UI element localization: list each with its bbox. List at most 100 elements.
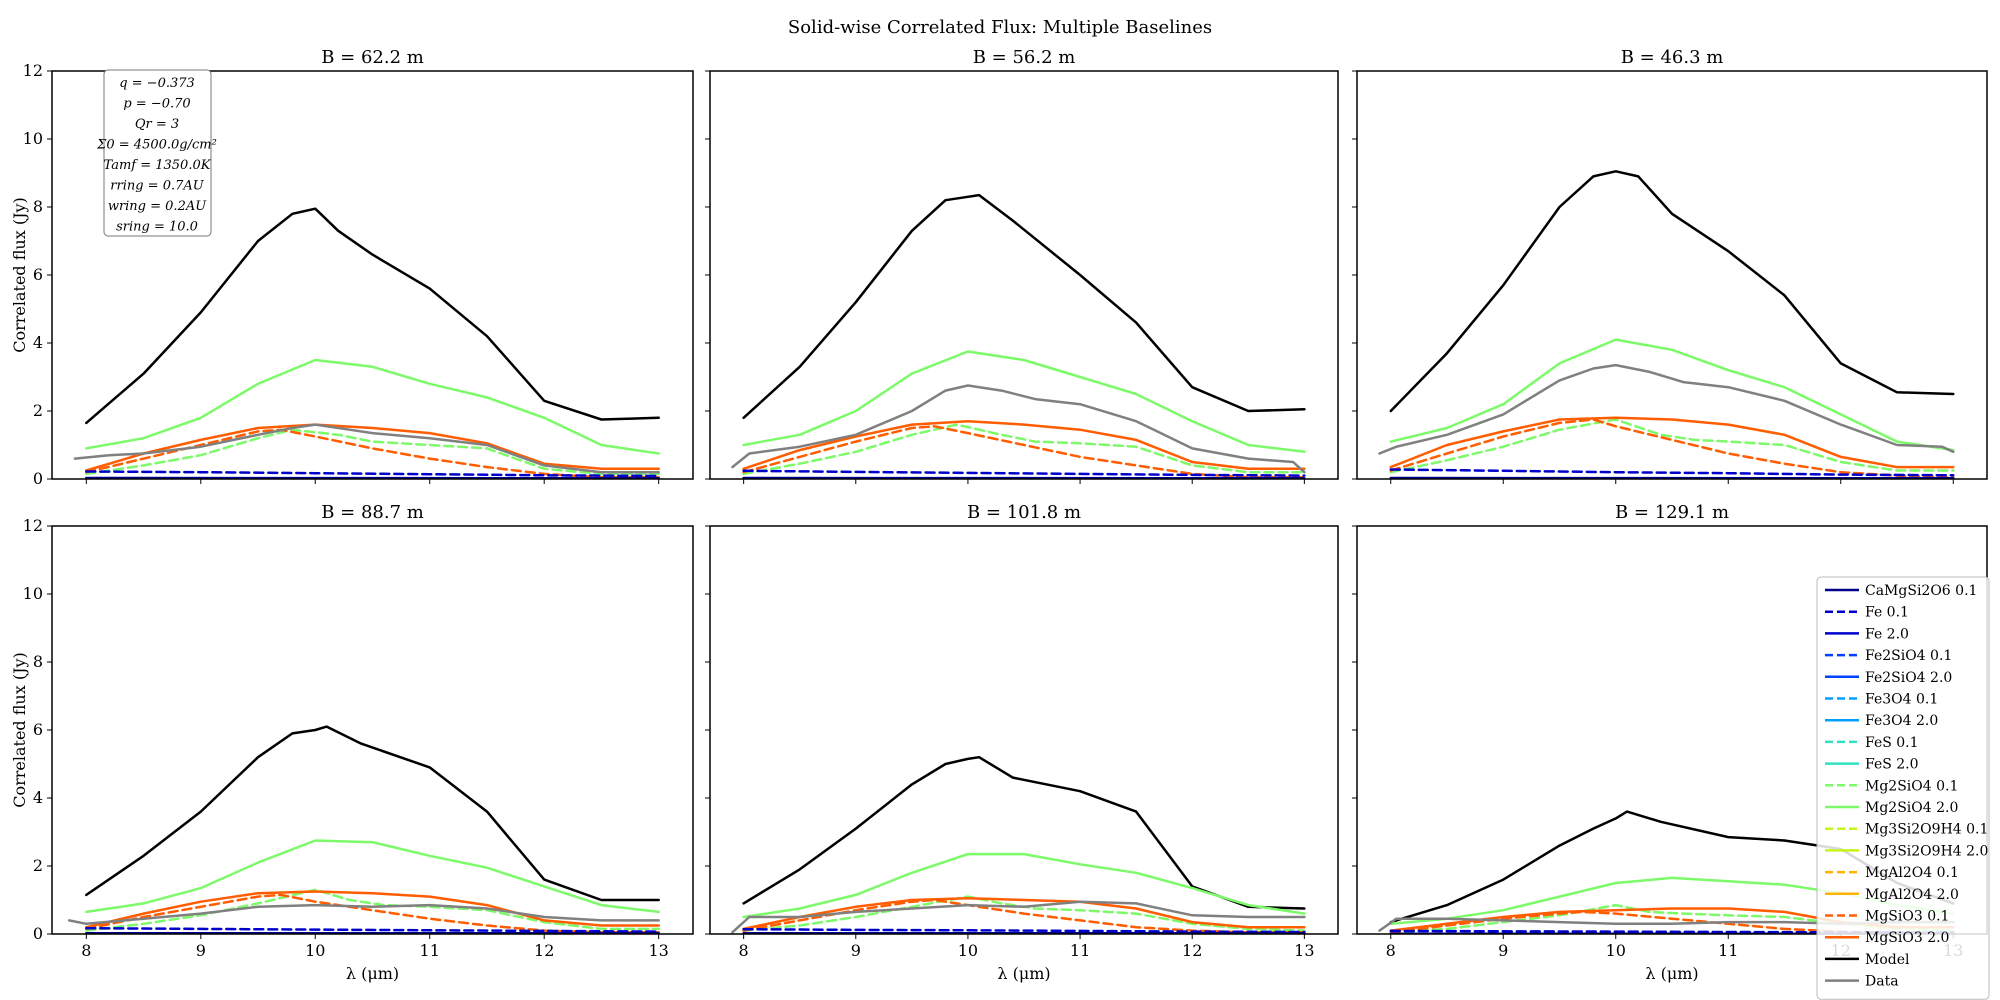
parameter-line: Tamf = 1350.0K [104, 158, 212, 173]
legend-label: FeS 0.1 [1865, 735, 1919, 751]
panel-2: B = 56.2 m [705, 47, 1339, 484]
series-line-model [85, 725, 660, 902]
legend-label: Mg3Si2O9H4 2.0 [1865, 843, 1988, 859]
y-tick-label: 10 [23, 129, 43, 148]
panel-5: B = 101.8 m 8 9 10 11 12 13 λ (μm) [705, 502, 1339, 983]
series-line-mg2sio4-0-1 [85, 428, 660, 476]
x-axis-label: λ (μm) [346, 964, 399, 983]
x-axis-label: λ (μm) [997, 964, 1050, 983]
legend-label: FeS 2.0 [1865, 757, 1919, 773]
x-tick-label: 11 [420, 941, 440, 960]
parameters-box: q = −0.373 p = −0.70 Qr = 3 Σ0 = 4500.0g/cm… [96, 69, 217, 237]
series-line-fe-0-1 [742, 469, 1306, 477]
parameter-line: sring = 10.0 [116, 220, 198, 235]
y-tick-label: 8 [33, 652, 43, 671]
series-line-mgsio3-0-1 [1389, 418, 1955, 479]
legend-label: Fe2SiO4 0.1 [1865, 648, 1952, 664]
x-tick-label: 11 [1718, 941, 1738, 960]
y-tick-label: 6 [33, 720, 43, 739]
series-line-mg2sio4-2-0 [85, 358, 660, 455]
parameter-line: Σ0 = 4500.0g/cm² [96, 138, 217, 153]
series-line-fe-0-1 [742, 927, 1306, 934]
y-tick-label: 0 [33, 924, 43, 943]
y-tick-label: 12 [23, 61, 43, 80]
y-axis-label: Correlated flux (Jy) [10, 197, 29, 353]
x-tick-label: 13 [1294, 941, 1314, 960]
panel-title: B = 101.8 m [967, 502, 1081, 523]
parameter-line: p = −0.70 [123, 97, 190, 112]
x-tick-label: 10 [305, 941, 325, 960]
legend-label: MgSiO3 0.1 [1865, 909, 1949, 925]
legend-label: Fe3O4 0.1 [1865, 692, 1938, 708]
legend-label: CaMgSi2O6 0.1 [1865, 583, 1977, 599]
y-tick-label: 4 [33, 788, 43, 807]
parameter-line: wring = 0.2AU [108, 199, 207, 214]
legend-label: Fe 2.0 [1865, 626, 1909, 642]
series-line-data [67, 903, 660, 926]
series-line-fe-0-1 [1389, 468, 1955, 477]
series-group [1378, 170, 1955, 479]
series-line-mgsio3-2-0 [85, 423, 660, 472]
series-group [731, 755, 1306, 934]
series-group [731, 193, 1306, 479]
x-tick-label: 10 [1606, 941, 1626, 960]
x-tick-label: 8 [1386, 941, 1396, 960]
series-line-model [742, 755, 1306, 910]
series-line-mgsio3-2-0 [742, 897, 1306, 931]
legend-label: Data [1865, 974, 1899, 990]
panel-title: B = 46.3 m [1621, 47, 1724, 68]
parameter-line: q = −0.373 [119, 76, 195, 91]
series-line-fe-0-1 [85, 926, 660, 933]
plot-frame [51, 525, 694, 935]
series-line-mgsio3-2-0 [85, 890, 660, 929]
x-tick-label: 8 [81, 941, 91, 960]
panel-title: B = 129.1 m [1615, 502, 1729, 523]
series-line-mg2sio4-0-1 [742, 423, 1306, 476]
plot-frame [1356, 70, 1988, 480]
legend-label: Fe2SiO4 2.0 [1865, 670, 1952, 686]
x-tick-label: 10 [958, 941, 978, 960]
x-axis-label: λ (μm) [1645, 964, 1698, 983]
series-line-mg2sio4-0-1 [85, 888, 660, 932]
legend-label: Mg2SiO4 0.1 [1865, 778, 1958, 794]
x-tick-label: 9 [1498, 941, 1508, 960]
legend-label: Fe3O4 2.0 [1865, 713, 1938, 729]
x-tick-label: 12 [534, 941, 554, 960]
series-group [73, 207, 660, 479]
series-line-model [1389, 170, 1955, 413]
series-line-mg2sio4-2-0 [1389, 338, 1955, 452]
series-line-data [731, 384, 1306, 474]
panel-4: B = 88.7 m 8 9 10 11 12 13 0 2 4 6 8 10 12 λ (μm) Corre… [10, 502, 694, 983]
panel-title: B = 88.7 m [321, 502, 424, 523]
series-line-model [85, 207, 660, 425]
series-line-data [731, 900, 1306, 934]
y-tick-label: 2 [33, 401, 43, 420]
y-tick-label: 10 [23, 584, 43, 603]
legend-label: MgSiO3 2.0 [1865, 930, 1949, 946]
figure-title: Solid-wise Correlated Flux: Multiple Bas… [788, 17, 1212, 38]
panel-title: B = 56.2 m [973, 47, 1076, 68]
plot-frame [709, 70, 1339, 480]
panel-title: B = 62.2 m [321, 47, 424, 68]
parameter-line: rring = 0.7AU [110, 179, 205, 194]
y-tick-label: 2 [33, 856, 43, 875]
y-tick-label: 4 [33, 333, 43, 352]
x-tick-label: 13 [648, 941, 668, 960]
legend-label: Mg2SiO4 2.0 [1865, 800, 1958, 816]
series-line-mg2sio4-2-0 [742, 852, 1306, 919]
series-line-mgsio3-2-0 [742, 419, 1306, 471]
x-tick-label: 9 [196, 941, 206, 960]
series-line-mg2sio4-0-1 [742, 895, 1306, 932]
legend-label: Mg3Si2O9H4 0.1 [1865, 822, 1988, 838]
y-tick-label: 0 [33, 469, 43, 488]
legend-label: MgAl2O4 0.1 [1865, 865, 1959, 881]
plot-frame [709, 525, 1339, 935]
series-line-mg2sio4-2-0 [742, 350, 1306, 454]
x-tick-label: 8 [739, 941, 749, 960]
y-tick-label: 6 [33, 265, 43, 284]
y-tick-label: 12 [23, 516, 43, 535]
x-tick-label: 11 [1070, 941, 1090, 960]
series-line-data [1378, 363, 1955, 455]
series-line-model [742, 193, 1306, 420]
